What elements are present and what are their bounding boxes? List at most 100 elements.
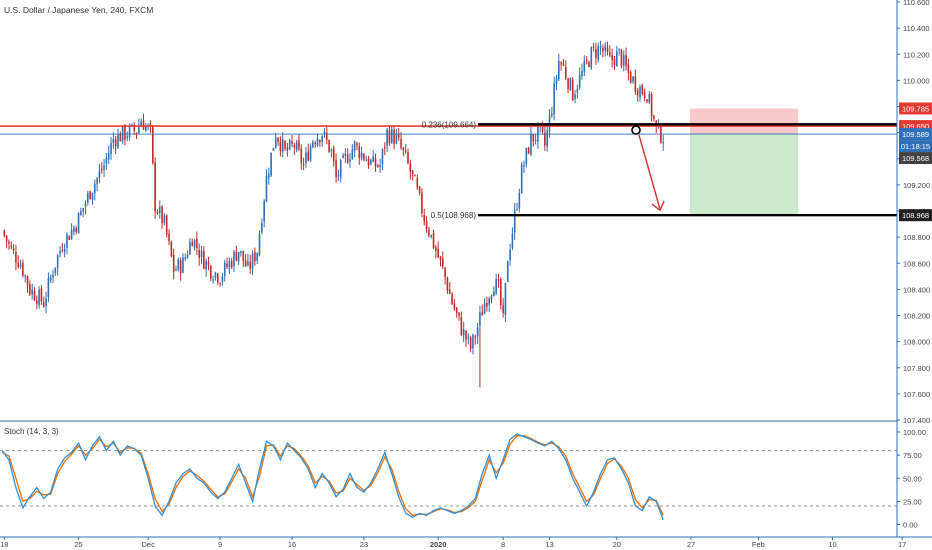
price-tick-label: 108.000 xyxy=(903,338,930,347)
candle-body xyxy=(395,134,398,144)
price-tag-bg xyxy=(899,140,932,153)
candle-body xyxy=(421,192,423,214)
candle-body xyxy=(170,241,173,257)
candle-body xyxy=(89,191,91,200)
candle-body xyxy=(558,60,560,80)
candle-body xyxy=(523,165,525,167)
candle-body xyxy=(31,289,33,295)
candle-body xyxy=(309,146,312,161)
candle-body xyxy=(47,278,50,298)
candlestick-series xyxy=(3,40,664,388)
candle-body xyxy=(625,54,627,67)
candle-body xyxy=(26,276,29,286)
candle-body xyxy=(87,192,89,203)
candle-body xyxy=(372,156,374,162)
candle-body xyxy=(10,245,13,248)
candle-body xyxy=(516,208,518,210)
price-pane[interactable]: 0.236(109.664) 0.5(108.968) U.S. Dollar … xyxy=(0,5,897,388)
candle-body xyxy=(435,246,437,251)
candle-body xyxy=(351,149,354,160)
candle-body xyxy=(66,234,68,248)
candle-body xyxy=(316,138,319,146)
candle-body xyxy=(504,282,507,315)
candle-body xyxy=(105,157,108,164)
candle-body xyxy=(384,147,386,149)
candle-body xyxy=(569,78,572,91)
time-tick-label: 8 xyxy=(501,540,505,549)
candle-body xyxy=(390,129,393,143)
candle-body xyxy=(337,175,340,177)
candle-body xyxy=(506,261,509,282)
candle-body xyxy=(198,250,200,258)
stochastic-pane[interactable]: Stoch (14, 3, 3) xyxy=(0,427,897,521)
candle-body xyxy=(5,235,8,242)
candle-body xyxy=(518,192,521,209)
candle-body xyxy=(483,303,486,314)
time-tick-label: 18 xyxy=(0,540,8,549)
stoch-tick-label: 75.00 xyxy=(903,451,922,460)
candle-body xyxy=(91,192,94,200)
time-axis[interactable]: 18 25 Dec 9 16 23 2020 8 13 20 27 Feb 10 17 xyxy=(0,537,906,549)
candle-body xyxy=(230,261,233,268)
candle-body xyxy=(216,273,219,283)
candle-body xyxy=(490,295,493,300)
candle-body xyxy=(149,123,152,126)
price-tick-label: 109.200 xyxy=(903,181,930,190)
candle-body xyxy=(258,234,261,255)
price-tag-bg xyxy=(899,152,932,165)
candle-body xyxy=(42,302,45,307)
price-tick-label: 107.600 xyxy=(903,390,930,399)
candle-body xyxy=(112,139,115,144)
candle-body xyxy=(460,316,463,336)
candle-body xyxy=(281,139,284,152)
price-tick-label: 107.800 xyxy=(903,364,930,373)
candle-body xyxy=(300,148,303,164)
candle-body xyxy=(469,337,472,349)
candle-body xyxy=(254,252,256,262)
candle-body xyxy=(268,173,270,178)
candle-body xyxy=(486,302,488,307)
candle-body xyxy=(377,165,379,167)
candle-body xyxy=(221,276,224,283)
candle-body xyxy=(126,136,129,138)
candle-body xyxy=(346,154,349,163)
stoch-tick-label: 100.00 xyxy=(903,428,926,437)
candle-body xyxy=(61,249,64,251)
candle-body xyxy=(226,263,228,268)
stoch-tick-label: 25.00 xyxy=(903,497,922,506)
candle-body xyxy=(161,206,163,224)
time-tick-label: 23 xyxy=(360,540,368,549)
candle-body xyxy=(532,134,535,142)
candle-body xyxy=(465,330,467,340)
candle-body xyxy=(597,46,600,60)
candle-body xyxy=(616,51,618,67)
stoch-tick-label: 50.00 xyxy=(903,474,922,483)
candle-body xyxy=(312,141,314,148)
candle-body xyxy=(476,327,479,337)
candle-body xyxy=(423,214,426,222)
candle-body xyxy=(295,142,298,150)
candle-body xyxy=(404,150,407,152)
candle-body xyxy=(40,288,43,302)
candle-body xyxy=(59,250,61,254)
candle-body xyxy=(179,259,182,274)
candle-body xyxy=(302,164,305,166)
candle-body xyxy=(110,142,112,154)
candle-body xyxy=(474,336,477,338)
stoch-axis[interactable]: 100.00 75.00 50.00 25.00 0.00 xyxy=(897,428,926,530)
candle-body xyxy=(453,303,456,310)
candle-body xyxy=(286,147,289,151)
candle-body xyxy=(326,132,328,140)
candle-body xyxy=(100,169,103,171)
fib-236-label: 0.236(109.664) xyxy=(422,120,477,129)
candle-body xyxy=(632,76,634,82)
time-tick-label: 9 xyxy=(218,540,222,549)
candle-body xyxy=(525,148,528,164)
candle-body xyxy=(553,83,555,115)
candle-body xyxy=(94,183,96,194)
candle-body xyxy=(641,85,644,94)
candle-body xyxy=(358,145,361,158)
candle-body xyxy=(551,113,553,116)
chart-title: U.S. Dollar / Japanese Yen, 240, FXCM xyxy=(4,5,153,15)
